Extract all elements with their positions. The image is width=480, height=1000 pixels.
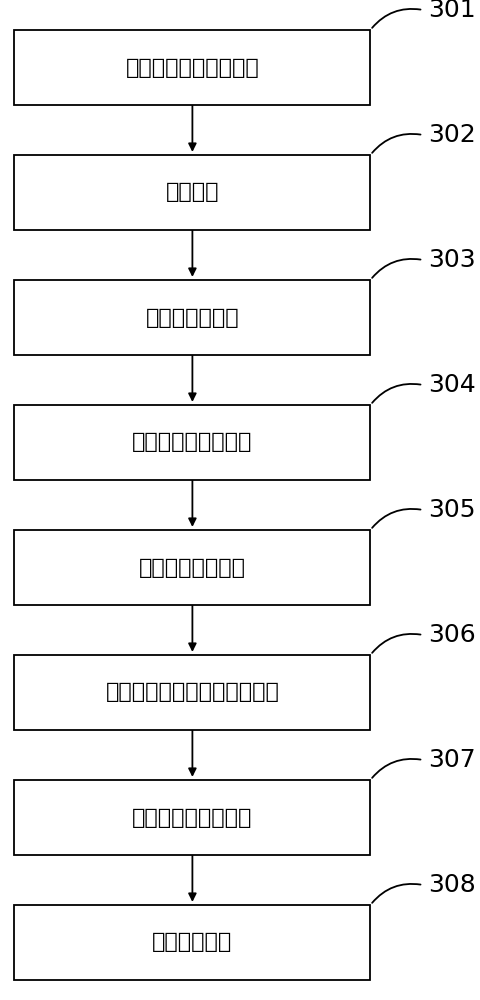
Text: 充电桩数量确定模块: 充电桩数量确定模块	[132, 432, 252, 452]
Text: 307: 307	[427, 748, 475, 772]
Text: 数据发送模块: 数据发送模块	[152, 932, 232, 952]
Text: 303: 303	[427, 248, 475, 272]
Text: 车辆位置数据获取模块: 车辆位置数据获取模块	[125, 57, 259, 78]
Text: 305: 305	[427, 498, 475, 522]
Text: 306: 306	[427, 623, 475, 647]
Text: 304: 304	[427, 373, 475, 397]
FancyBboxPatch shape	[14, 780, 370, 855]
Text: 302: 302	[427, 123, 475, 147]
FancyBboxPatch shape	[14, 655, 370, 730]
FancyBboxPatch shape	[14, 905, 370, 980]
FancyBboxPatch shape	[14, 530, 370, 605]
FancyBboxPatch shape	[14, 155, 370, 230]
Text: 301: 301	[427, 0, 475, 22]
FancyBboxPatch shape	[14, 405, 370, 480]
Text: 聚类模块: 聚类模块	[165, 182, 219, 202]
Text: 待充电车辆位置信息获取模块: 待充电车辆位置信息获取模块	[105, 682, 279, 702]
FancyBboxPatch shape	[14, 280, 370, 355]
Text: 308: 308	[427, 873, 475, 897]
FancyBboxPatch shape	[14, 30, 370, 105]
Text: 最佳充电站确定模块: 最佳充电站确定模块	[132, 808, 252, 828]
Text: 最大值获取模块: 最大值获取模块	[145, 308, 239, 328]
Text: 充电数据获取模块: 充电数据获取模块	[139, 558, 245, 578]
